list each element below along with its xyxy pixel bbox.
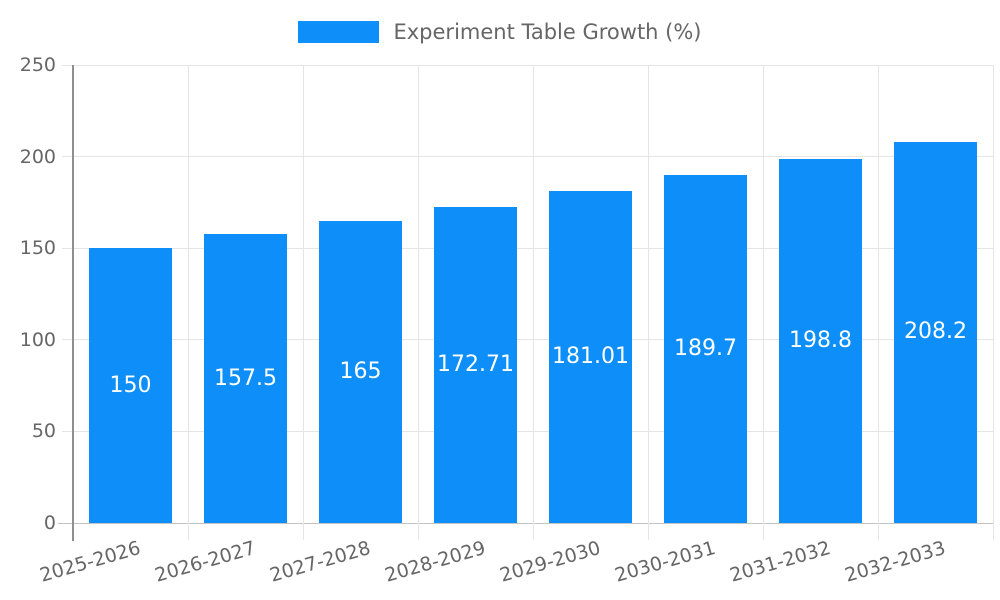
x-tick-mark — [992, 523, 994, 540]
bar-value-label: 181.01 — [552, 344, 629, 369]
y-axis-tick-label: 200 — [19, 145, 56, 168]
legend-item[interactable]: Experiment Table Growth (%) — [298, 20, 702, 44]
bar[interactable] — [894, 141, 977, 523]
x-tick-mark — [302, 523, 304, 540]
bar-value-label: 198.8 — [789, 328, 852, 353]
legend-label: Experiment Table Growth (%) — [393, 20, 702, 44]
y-axis-tick-label: 50 — [31, 420, 56, 443]
y-gridline — [62, 247, 993, 249]
bar-value-label: 208.2 — [904, 319, 967, 344]
x-gridline — [647, 65, 649, 523]
bar[interactable] — [319, 220, 402, 523]
bar-value-label: 165 — [339, 359, 382, 384]
y-axis-tick-label: 150 — [19, 237, 56, 260]
bar-value-label: 157.5 — [214, 366, 277, 391]
y-gridline — [62, 430, 993, 432]
y-gridline — [62, 64, 993, 66]
bar[interactable] — [549, 191, 632, 523]
bar-value-label: 150 — [109, 373, 152, 398]
y-axis-line — [72, 65, 74, 541]
x-gridline — [302, 65, 304, 523]
y-axis-tick-label: 100 — [19, 328, 56, 351]
x-gridline — [417, 65, 419, 523]
x-tick-mark — [762, 523, 764, 540]
x-tick-mark — [187, 523, 189, 540]
x-tick-mark — [647, 523, 649, 540]
x-gridline — [877, 65, 879, 523]
x-tick-mark — [877, 523, 879, 540]
bar-value-label: 172.71 — [437, 352, 514, 377]
legend: Experiment Table Growth (%) — [0, 21, 1000, 43]
x-gridline — [992, 65, 994, 523]
y-gridline — [62, 156, 993, 158]
bar-value-label: 189.7 — [674, 336, 737, 361]
bar[interactable] — [204, 234, 287, 523]
x-gridline — [762, 65, 764, 523]
bar[interactable] — [434, 206, 517, 523]
x-tick-mark — [417, 523, 419, 540]
x-tick-mark — [532, 523, 534, 540]
y-axis-tick-label: 0 — [43, 512, 56, 534]
y-axis-tick-label: 250 — [19, 54, 56, 76]
x-gridline — [187, 65, 189, 523]
y-gridline — [62, 339, 993, 341]
legend-swatch-icon — [298, 21, 380, 43]
bar[interactable] — [664, 175, 747, 523]
bar[interactable] — [89, 248, 172, 523]
x-gridline — [532, 65, 534, 523]
x-axis-baseline — [58, 522, 993, 524]
bar[interactable] — [779, 158, 862, 523]
